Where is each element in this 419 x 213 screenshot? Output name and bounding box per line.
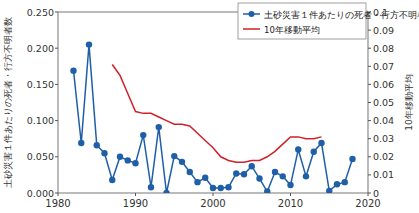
x-tick [290,193,291,196]
series-line [112,64,321,162]
legend-swatch [243,28,260,30]
y2-axis-label: 10年移動平均 [404,74,414,130]
point [70,67,76,73]
point [295,146,301,152]
point [148,184,154,190]
y-axis-label: 土砂災害１件あたりの死者・行方不明者数 [3,17,13,188]
legend-label: 10年移動平均 [264,25,320,35]
point [225,184,231,190]
y2-tick-label: 0.02 [373,151,394,162]
point [117,154,123,160]
chart: 198019902000201020200.0000.0500.1000.150… [0,0,419,213]
y2-tick-label: 0.04 [373,115,394,126]
point [272,169,278,175]
y2-tick-label: 0.01 [373,169,394,180]
point [349,156,355,162]
point [156,124,162,130]
y2-tick [368,84,371,85]
y2-tick [368,138,371,139]
point [342,179,348,185]
y-tick [55,193,58,194]
point [303,173,309,179]
x-tick-label: 2020 [355,198,380,209]
point [94,142,100,148]
y2-tick-label: 0.07 [373,61,394,72]
x-tick-label: 1980 [45,198,70,209]
point [256,175,262,181]
y2-tick-label: 0.03 [373,133,394,144]
point [86,41,92,47]
x-tick-label: 2010 [278,198,303,209]
point [264,188,270,193]
y-tick-label: 0.050 [27,151,54,162]
point [132,160,138,166]
point [202,175,208,181]
point [187,169,193,175]
y2-tick [368,66,371,67]
point [125,157,131,163]
point [326,188,332,193]
y-tick [55,84,58,85]
series-line [74,45,353,193]
x-tick [135,193,136,196]
x-tick-label: 2000 [200,198,225,209]
point [210,185,216,191]
point [140,132,146,138]
y-tick-label: 0.150 [27,79,54,90]
point [218,185,224,191]
y-tick [55,12,58,13]
point [241,171,247,177]
point [287,182,293,188]
plot-area [70,41,355,193]
y2-tick [368,30,371,31]
y2-tick [368,48,371,49]
y-tick [55,120,58,121]
y-tick-label: 0.250 [27,7,54,18]
legend-marker [249,11,255,17]
point [101,150,107,156]
y2-tick [368,156,371,157]
y2-tick-label: 0.05 [373,97,394,108]
point [334,181,340,187]
y-tick-label: 0.100 [27,115,54,126]
y-tick-label: 0.200 [27,43,54,54]
point [311,149,317,155]
y-tick-label: 0.000 [27,188,54,199]
point [179,159,185,165]
y2-tick-label: 0.08 [373,43,394,54]
point [318,140,324,146]
point [233,170,239,176]
point [249,163,255,169]
y2-tick [368,174,371,175]
y2-tick-label: 0 [373,188,379,199]
y-tick [55,156,58,157]
point [194,179,200,185]
y2-tick-label: 0.09 [373,25,394,36]
y2-tick [368,120,371,121]
y2-tick [368,102,371,103]
point [163,190,169,193]
point [109,177,115,183]
x-tick [213,193,214,196]
legend-label: 土砂災害１件あたりの死者・行方不明者 [264,10,419,20]
point [280,173,286,179]
y-tick [55,48,58,49]
legend-box [238,3,366,39]
y2-tick [368,193,371,194]
y2-tick-label: 0.06 [373,79,394,90]
point [171,153,177,159]
point [78,140,84,146]
x-tick-label: 1990 [123,198,148,209]
